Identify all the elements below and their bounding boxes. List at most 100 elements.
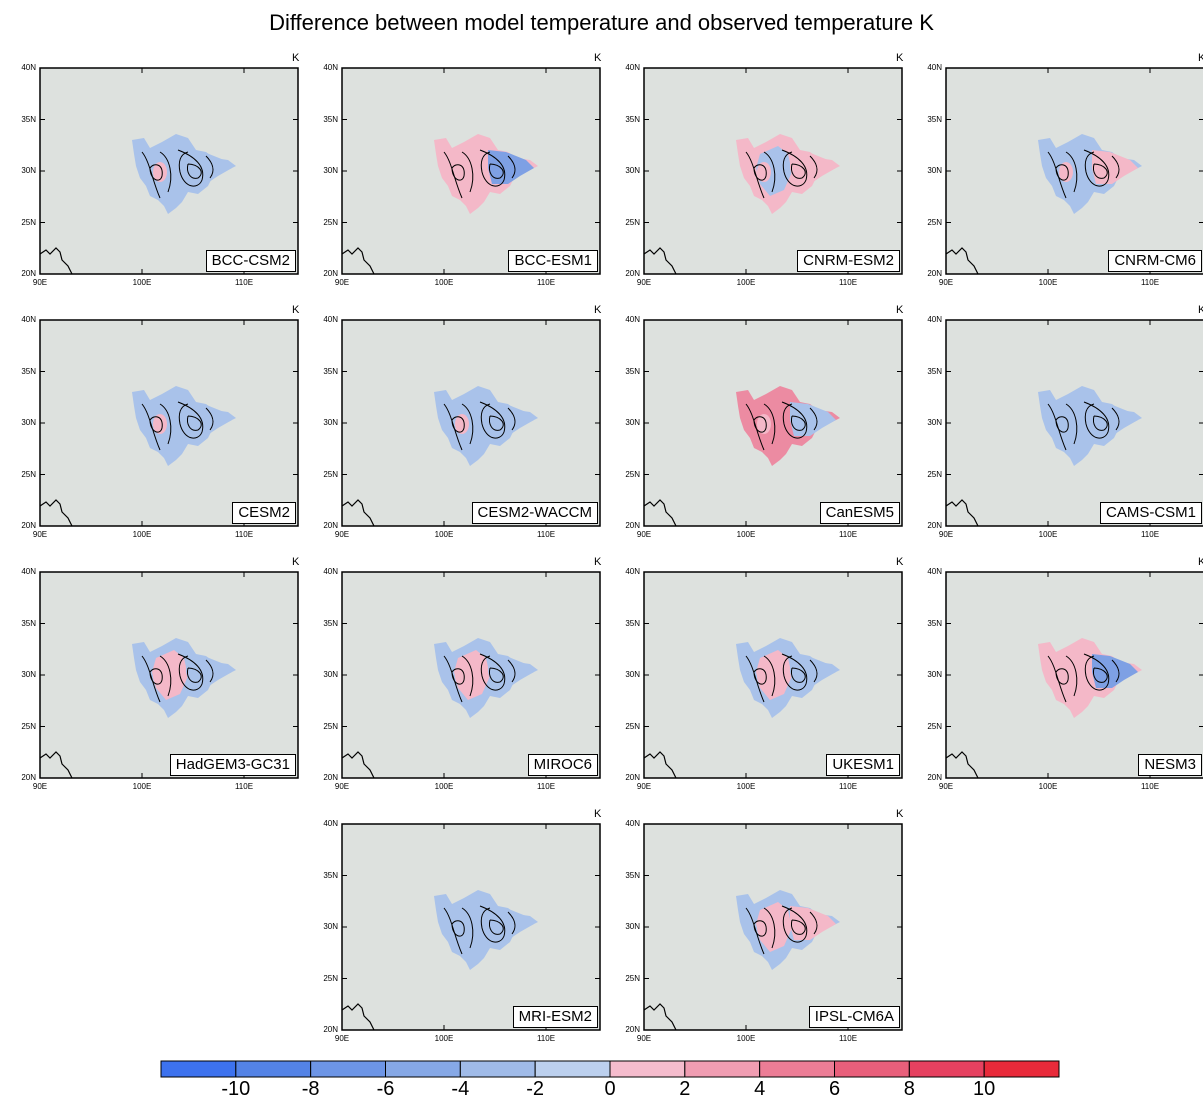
contour-line bbox=[763, 403, 776, 445]
colorbar-tick-label: -10 bbox=[221, 1078, 251, 1100]
anomaly-region bbox=[790, 654, 836, 688]
lat-tick-label: 40N bbox=[323, 315, 338, 324]
lat-tick-label: 30N bbox=[21, 418, 36, 427]
model-name-label: MIROC6 bbox=[527, 754, 598, 776]
contour-line bbox=[763, 151, 776, 193]
lat-tick-label: 30N bbox=[323, 670, 338, 679]
contour-line bbox=[489, 667, 504, 683]
map-panel: 40N 35N 30N 25N 20N 90E 100E 110E K MIROC6 bbox=[308, 556, 608, 812]
contour-line bbox=[753, 164, 767, 181]
contour-line bbox=[489, 919, 504, 935]
contour-line bbox=[763, 655, 776, 697]
colorbar-swatch bbox=[310, 1060, 387, 1078]
colorbar-swatch bbox=[759, 1060, 836, 1078]
contour-line bbox=[507, 407, 516, 431]
lon-tick-label: 90E bbox=[334, 1034, 350, 1043]
contour-line bbox=[791, 415, 806, 431]
lat-tick-label: 40N bbox=[927, 315, 942, 324]
lon-tick-label: 100E bbox=[736, 278, 756, 287]
contour-line bbox=[809, 155, 818, 179]
lat-tick-label: 40N bbox=[927, 63, 942, 72]
contour-line bbox=[451, 668, 465, 685]
lon-tick-label: 100E bbox=[1038, 782, 1058, 791]
anomaly-region bbox=[488, 150, 534, 184]
map-canvas bbox=[643, 319, 903, 527]
coastline bbox=[39, 247, 73, 275]
contour-line bbox=[177, 653, 204, 691]
contour-line bbox=[205, 155, 214, 179]
lat-tick-label: 35N bbox=[21, 114, 36, 124]
colorbar-swatch bbox=[235, 1060, 312, 1078]
warm-anomaly-lobe bbox=[757, 162, 771, 182]
lat-tick-label: 25N bbox=[625, 973, 640, 983]
contour-line bbox=[781, 905, 808, 943]
lat-tick-label: 35N bbox=[323, 366, 338, 376]
contour-line bbox=[461, 907, 474, 949]
map-panel: 40N 35N 30N 25N 20N 90E 100E 110E K BCC-CSM2 bbox=[6, 52, 306, 308]
lon-tick-label: 110E bbox=[234, 530, 254, 539]
lon-tick-label: 100E bbox=[434, 1034, 454, 1043]
map-panel: 40N 35N 30N 25N 20N 90E 100E 110E K HadGEM3-GC31 bbox=[6, 556, 306, 812]
lat-tick-label: 20N bbox=[323, 1025, 338, 1034]
lat-tick-label: 35N bbox=[625, 114, 640, 124]
colorbar-swatch bbox=[908, 1060, 985, 1078]
map-panel: 40N 35N 30N 25N 20N 90E 100E 110E K CESM2 bbox=[6, 304, 306, 560]
map-canvas bbox=[39, 571, 299, 779]
contour-line bbox=[507, 659, 516, 683]
model-name-label: CNRM-ESM2 bbox=[797, 250, 900, 272]
map-canvas bbox=[341, 823, 601, 1031]
contour-line bbox=[451, 416, 465, 433]
lon-tick-label: 110E bbox=[536, 782, 556, 791]
lon-tick-label: 100E bbox=[1038, 278, 1058, 287]
contour-line bbox=[159, 655, 172, 697]
lon-tick-label: 110E bbox=[1140, 278, 1160, 287]
contour-line bbox=[451, 164, 465, 181]
lat-tick-label: 25N bbox=[21, 721, 36, 731]
lon-tick-label: 100E bbox=[132, 530, 152, 539]
colorbar-tick-label: -6 bbox=[376, 1078, 395, 1100]
contour-line bbox=[507, 155, 516, 179]
warm-anomaly-lobe bbox=[757, 666, 771, 686]
colorbar-swatch bbox=[385, 1060, 461, 1078]
contour-line bbox=[745, 907, 765, 955]
contour-line bbox=[177, 401, 204, 439]
lat-tick-label: 25N bbox=[323, 721, 338, 731]
contour-line bbox=[141, 403, 161, 451]
lon-tick-label: 100E bbox=[736, 530, 756, 539]
lat-tick-label: 25N bbox=[927, 217, 942, 227]
lat-tick-label: 20N bbox=[625, 1025, 640, 1034]
map-panel: 40N 35N 30N 25N 20N 90E 100E 110E K MRI-ESM2 bbox=[308, 808, 608, 1064]
contour-line bbox=[791, 667, 806, 683]
contour-line bbox=[205, 659, 214, 683]
lat-tick-label: 25N bbox=[323, 973, 338, 983]
lat-tick-label: 30N bbox=[323, 418, 338, 427]
lat-tick-label: 20N bbox=[625, 773, 640, 782]
unit-label: K bbox=[1198, 304, 1203, 316]
contour-line bbox=[753, 416, 767, 433]
unit-label: K bbox=[292, 304, 300, 316]
contour-line bbox=[1111, 155, 1120, 179]
lon-tick-label: 110E bbox=[234, 278, 254, 287]
lat-tick-label: 35N bbox=[927, 618, 942, 628]
contour-line bbox=[809, 911, 818, 935]
map-canvas bbox=[945, 319, 1203, 527]
contour-line bbox=[745, 403, 765, 451]
contour-line bbox=[1065, 151, 1078, 193]
lat-tick-label: 20N bbox=[927, 269, 942, 278]
lat-tick-label: 35N bbox=[323, 114, 338, 124]
anomaly-region bbox=[790, 402, 836, 436]
lat-tick-label: 20N bbox=[927, 773, 942, 782]
colorbar-swatch bbox=[684, 1060, 761, 1078]
map-panel: 40N 35N 30N 25N 20N 90E 100E 110E K NESM3 bbox=[912, 556, 1203, 812]
lon-tick-label: 110E bbox=[536, 1034, 556, 1043]
lon-tick-label: 90E bbox=[334, 278, 350, 287]
lat-tick-label: 30N bbox=[323, 922, 338, 931]
contour-line bbox=[1111, 659, 1120, 683]
lat-tick-label: 25N bbox=[323, 469, 338, 479]
contour-line bbox=[791, 919, 806, 935]
lon-tick-label: 110E bbox=[838, 530, 858, 539]
contour-line bbox=[443, 655, 463, 703]
contour-line bbox=[187, 163, 202, 179]
contour-line bbox=[1055, 416, 1069, 433]
lat-tick-label: 40N bbox=[625, 63, 640, 72]
